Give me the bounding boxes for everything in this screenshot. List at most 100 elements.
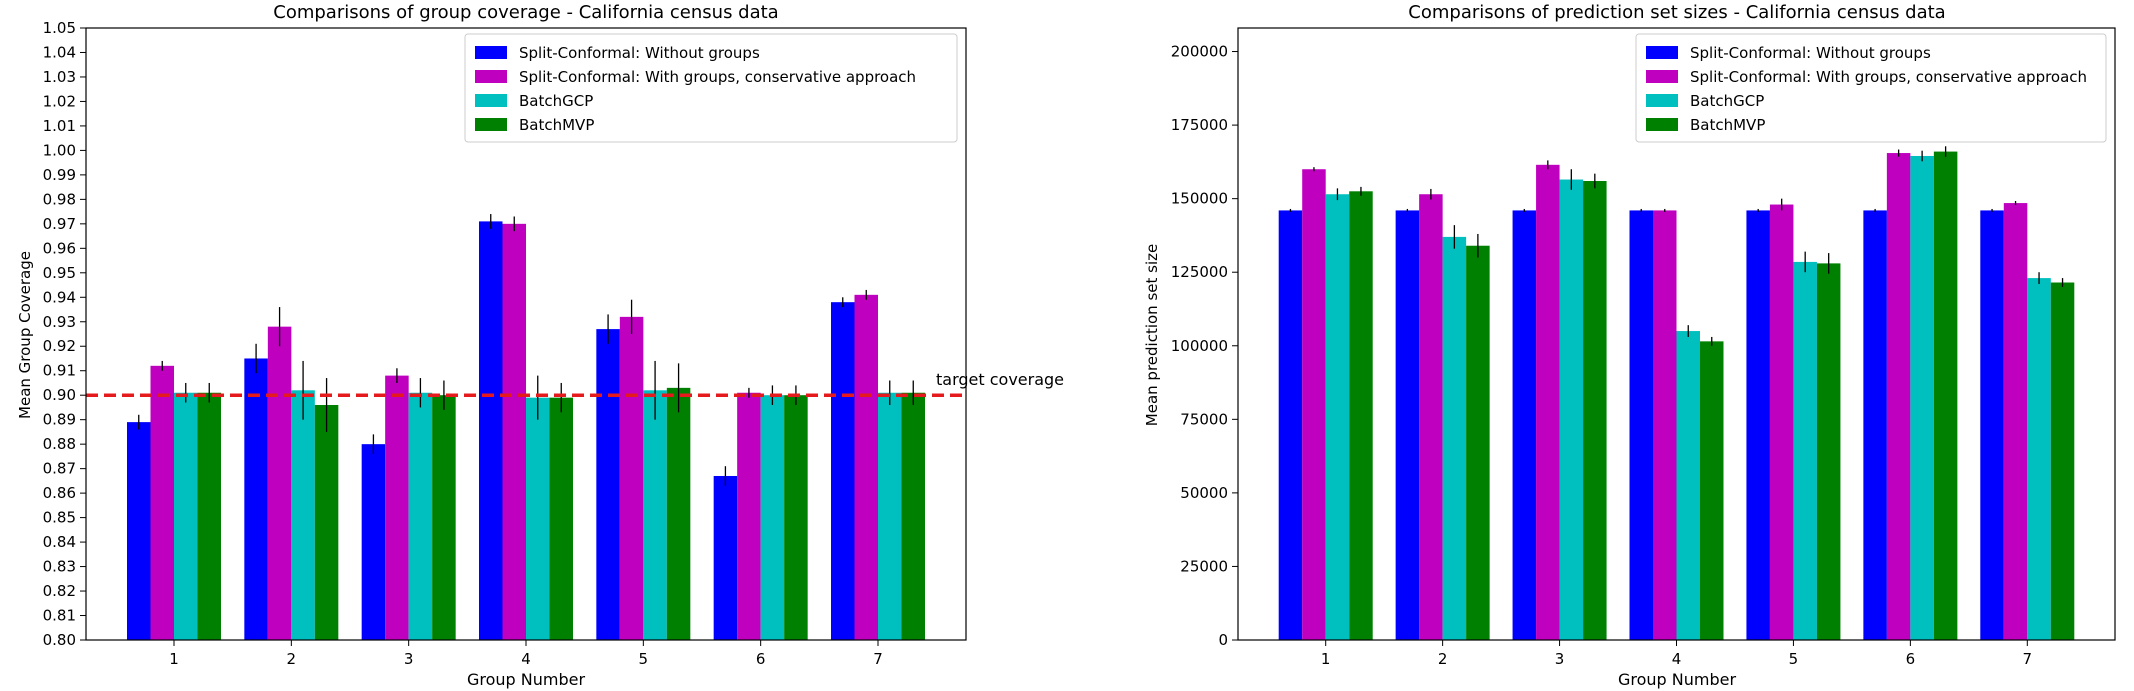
y-tick-label: 25000 [1180, 557, 1228, 575]
x-tick-label: 3 [404, 650, 414, 668]
bar-4 [1816, 263, 1841, 640]
bar-4 [2050, 282, 2075, 640]
x-tick-label: 4 [521, 650, 531, 668]
bar-3 [174, 392, 198, 640]
y-tick-label: 1.00 [43, 141, 76, 159]
bar-4 [432, 395, 456, 640]
y-tick-label: 0.91 [43, 362, 76, 380]
bar-1 [596, 329, 620, 640]
legend: Split-Conformal: Without groups Split-Con… [1635, 33, 2107, 143]
set-size-chart: Comparisons of prediction set sizes - Ca… [1143, 2, 2116, 689]
bar-3 [1442, 236, 1467, 640]
bar-2 [1886, 153, 1911, 640]
legend-label: BatchGCP [1690, 92, 1764, 110]
y-tick-label: 0.92 [43, 337, 76, 355]
bar-4 [197, 392, 221, 640]
x-axis-label: Group Number [1618, 670, 1736, 689]
bar-4 [1349, 191, 1373, 640]
legend-swatch [1646, 70, 1678, 83]
x-tick-label: 5 [1789, 650, 1799, 668]
legend-swatch [475, 46, 507, 59]
bar-1 [831, 302, 855, 640]
x-axis-label: Group Number [467, 670, 585, 689]
y-tick-label: 0.89 [43, 411, 76, 429]
bar-1 [1863, 210, 1887, 640]
y-tick-label: 0.96 [43, 239, 76, 257]
legend-swatch [475, 118, 507, 131]
bar-2 [737, 392, 761, 640]
y-tick-label: 0.98 [43, 190, 76, 208]
y-axis-label: Mean prediction set size [1143, 244, 1161, 426]
bar-1 [127, 422, 151, 640]
bar-3 [643, 390, 667, 640]
legend-swatch [1646, 94, 1678, 107]
legend-label: Split-Conformal: With groups, conservati… [519, 68, 916, 86]
legend-label: Split-Conformal: With groups, conservati… [1690, 68, 2087, 86]
x-tick-label: 1 [169, 650, 179, 668]
plot-area: 0 25000 50000 75000 100000 125000 150000 175000… [1171, 27, 2116, 668]
bar-3 [1793, 261, 1817, 640]
x-tick-label: 2 [1438, 650, 1448, 668]
bar-2 [1302, 169, 1326, 640]
y-tick-label: 0.83 [43, 558, 76, 576]
bar-4 [1700, 341, 1724, 640]
bar-1 [713, 475, 738, 640]
x-tick-label: 5 [639, 650, 649, 668]
bar-2 [1653, 210, 1677, 640]
bar-3 [291, 390, 315, 640]
legend-swatch [1646, 118, 1678, 131]
coverage-chart: Comparisons of group coverage - Californ… [16, 2, 1064, 689]
y-tick-label: 1.02 [43, 92, 76, 110]
bar-1 [361, 444, 386, 640]
y-tick-label: 0.93 [43, 313, 76, 331]
bar-3 [2027, 278, 2051, 640]
bar-2 [2003, 203, 2028, 640]
y-tick-label: 0.87 [43, 460, 76, 478]
bar-1 [1278, 210, 1303, 640]
bar-3 [1676, 331, 1700, 640]
x-tick-label: 6 [756, 650, 766, 668]
legend-label: Split-Conformal: Without groups [519, 44, 760, 62]
bar-4 [1583, 181, 1607, 640]
bar-4 [901, 392, 925, 640]
y-tick-label: 0.86 [43, 484, 76, 502]
bar-2 [1536, 164, 1560, 640]
bar-2 [1769, 204, 1794, 641]
bar-4 [314, 404, 339, 640]
bar-2 [619, 316, 644, 640]
y-tick-label: 75000 [1180, 410, 1228, 428]
bar-1 [1512, 210, 1537, 640]
y-tick-label: 1.03 [43, 68, 76, 86]
legend-swatch [1646, 46, 1678, 59]
bar-3 [878, 392, 902, 640]
bar-1 [479, 221, 503, 640]
bar-1 [1746, 210, 1770, 640]
chart-title: Comparisons of prediction set sizes - Ca… [1408, 2, 1945, 23]
y-tick-label: 0 [1218, 631, 1228, 649]
bar-1 [1980, 210, 2004, 640]
bar-4 [784, 395, 808, 640]
plot-area: 0.80 0.81 0.82 0.83 0.84 0.85 0.86 0.87 0.88 0.89… [43, 19, 1064, 668]
x-tick-label: 4 [1672, 650, 1682, 668]
y-tick-label: 175000 [1171, 116, 1228, 134]
y-tick-label: 0.81 [43, 607, 76, 625]
legend: Split-Conformal: Without groups Split-Con… [464, 33, 958, 143]
bar-2 [502, 223, 526, 640]
y-tick-label: 0.90 [43, 386, 76, 404]
y-tick-label: 100000 [1171, 337, 1228, 355]
bar-1 [244, 358, 268, 640]
x-tick-label: 2 [287, 650, 297, 668]
y-axis-label: Mean Group Coverage [16, 251, 34, 419]
x-tick-label: 7 [2023, 650, 2033, 668]
bar-3 [1910, 155, 1934, 640]
target-line-label: target coverage [936, 370, 1064, 389]
y-tick-label: 0.82 [43, 582, 76, 600]
bar-1 [1629, 210, 1653, 640]
legend-swatch [475, 70, 507, 83]
legend-label: BatchGCP [519, 92, 593, 110]
legend-label: BatchMVP [1690, 116, 1765, 134]
y-tick-label: 50000 [1180, 484, 1228, 502]
legend-label: Split-Conformal: Without groups [1690, 44, 1931, 62]
legend-box [464, 33, 958, 143]
